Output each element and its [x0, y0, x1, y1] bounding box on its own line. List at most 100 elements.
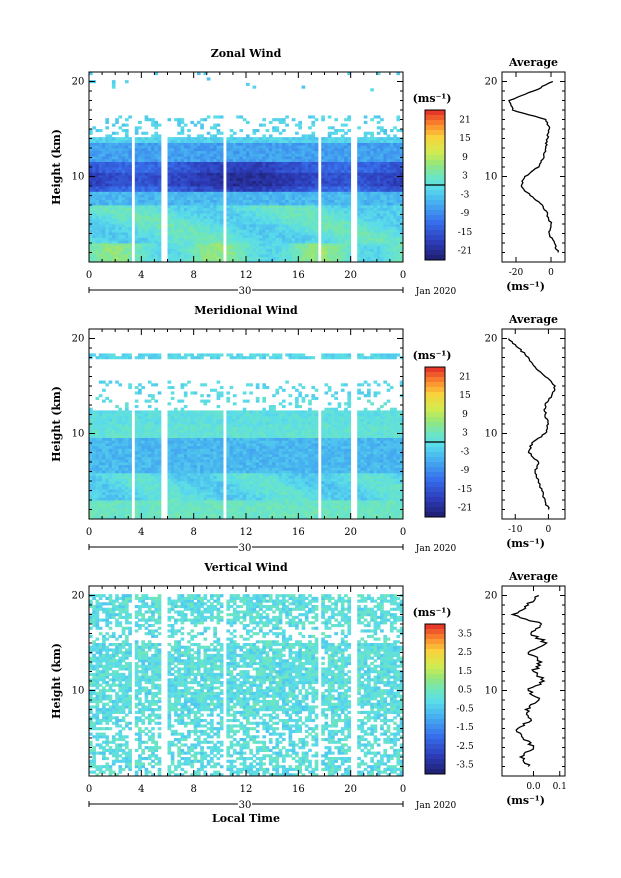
heatmap-cell [279, 221, 283, 224]
heatmap-cell [174, 202, 178, 205]
heatmap-cell [285, 200, 289, 203]
heatmap-cell [148, 178, 152, 181]
heatmap-cell [338, 200, 342, 203]
heatmap-cell [387, 170, 391, 173]
heatmap-cell [321, 143, 325, 146]
heatmap-cell [285, 153, 289, 156]
heatmap-cell [292, 170, 296, 173]
heatmap-cell [334, 229, 338, 232]
heatmap-cell [377, 205, 381, 208]
heatmap-cell [115, 451, 119, 454]
heatmap-cell [236, 170, 240, 173]
heatmap-cell [347, 240, 351, 243]
heatmap-cell [285, 238, 289, 241]
heatmap-cell [148, 145, 152, 148]
heatmap-cell [344, 243, 348, 246]
heatmap-cell [377, 191, 381, 194]
heatmap-cell [387, 213, 391, 216]
heatmap-cell [168, 145, 172, 148]
heatmap-cell [289, 208, 293, 211]
heatmap-cell [236, 162, 240, 165]
heatmap-cell [220, 219, 224, 222]
heatmap-cell [289, 167, 293, 170]
heatmap-cell [305, 162, 309, 165]
heatmap-cell [344, 159, 348, 162]
heatmap-cell [207, 164, 211, 167]
heatmap-cell [128, 246, 132, 249]
heatmap-cell [226, 251, 230, 254]
heatmap-cell [151, 221, 155, 224]
heatmap-cell [253, 194, 257, 197]
heatmap-cell [269, 172, 273, 175]
heatmap-cell [370, 88, 374, 91]
heatmap-cell [141, 254, 145, 257]
heatmap-cell [105, 172, 109, 175]
heatmap-cell [125, 511, 129, 514]
heatmap-cell [171, 202, 175, 205]
heatmap-cell [279, 205, 283, 208]
heatmap-cell [370, 251, 374, 254]
heatmap-cell [217, 145, 221, 148]
heatmap-cell [256, 172, 260, 175]
heatmap-cell [122, 170, 126, 173]
heatmap-cell [96, 232, 100, 235]
heatmap-cell [154, 200, 158, 203]
heatmap-cell [236, 210, 240, 213]
heatmap-cell [325, 248, 329, 251]
heatmap-cell [112, 243, 116, 246]
heatmap-cell [285, 251, 289, 254]
heatmap-cell [259, 224, 263, 227]
heatmap-cell [377, 240, 381, 243]
heatmap-cell [210, 181, 214, 184]
heatmap-cell [289, 159, 293, 162]
heatmap-cell [220, 202, 224, 205]
heatmap-cell [125, 489, 129, 492]
heatmap-cell [331, 151, 335, 154]
heatmap-cell [331, 159, 335, 162]
heatmap-cell [105, 467, 109, 470]
heatmap-cell [396, 240, 400, 243]
heatmap-cell [279, 137, 283, 140]
heatmap-cell [194, 210, 198, 213]
heatmap-cell [105, 383, 109, 386]
heatmap-cell [141, 257, 145, 260]
heatmap-cell [128, 254, 132, 257]
heatmap-cell [105, 248, 109, 251]
heatmap-cell [203, 137, 207, 140]
heatmap-cell [230, 183, 234, 186]
heatmap-cell [256, 224, 260, 227]
heatmap-cell [96, 202, 100, 205]
heatmap-cell [122, 216, 126, 219]
heatmap-cell [249, 248, 253, 251]
heatmap-cell [253, 143, 257, 146]
heatmap-cell [200, 134, 204, 137]
heatmap-cell [99, 495, 103, 498]
heatmap-cell [125, 251, 129, 254]
heatmap-cell [118, 503, 122, 506]
heatmap-cell [187, 186, 191, 189]
heatmap-cell [367, 145, 371, 148]
heatmap-cell [194, 124, 198, 127]
heatmap-cell [207, 254, 211, 257]
heatmap-cell [109, 246, 113, 249]
heatmap-cell [269, 227, 273, 230]
heatmap-cell [383, 151, 387, 154]
heatmap-cell [109, 486, 113, 489]
heatmap-cell [390, 137, 394, 140]
heatmap-cell [109, 459, 113, 462]
heatmap-cell [344, 164, 348, 167]
heatmap-cell [298, 221, 302, 224]
heatmap-cell [177, 232, 181, 235]
heatmap-cell [92, 181, 96, 184]
heatmap-cell [190, 164, 194, 167]
heatmap-cell [311, 254, 315, 257]
heatmap-cell [321, 183, 325, 186]
heatmap-cell [171, 186, 175, 189]
heatmap-cell [177, 210, 181, 213]
heatmap-cell [194, 143, 198, 146]
heatmap-cell [92, 421, 96, 424]
heatmap-cell [308, 189, 312, 192]
heatmap-cell [99, 221, 103, 224]
heatmap-cell [262, 248, 266, 251]
heatmap-cell [302, 86, 306, 89]
